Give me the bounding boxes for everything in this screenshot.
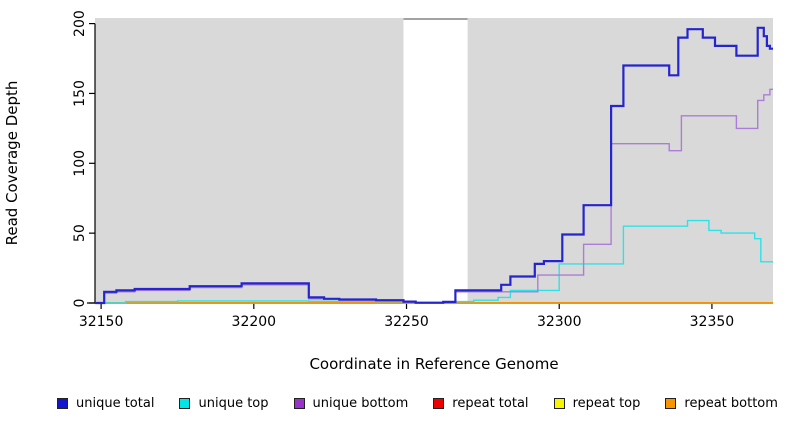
legend-label: unique total bbox=[76, 396, 155, 411]
legend-label: repeat total bbox=[452, 396, 529, 411]
y-axis-label: Read Coverage Depth bbox=[3, 81, 21, 246]
x-tick-label: 32200 bbox=[232, 314, 277, 330]
legend-item-repeat-bottom: repeat bottom bbox=[665, 396, 778, 411]
plot-background bbox=[95, 18, 773, 303]
y-tick-label: 150 bbox=[72, 80, 88, 107]
y-tick-label: 200 bbox=[72, 10, 88, 37]
x-tick-label: 32150 bbox=[79, 314, 124, 330]
legend-label: repeat bottom bbox=[684, 396, 778, 411]
tick-labels: 32150 32200 32250 32300 32350 0 50 100 150 200 bbox=[72, 10, 734, 330]
legend-item-repeat-top: repeat top bbox=[553, 396, 641, 411]
legend-swatch-unique-bottom-icon bbox=[293, 398, 305, 409]
y-tick-label: 50 bbox=[72, 224, 88, 242]
legend-label: unique top bbox=[198, 396, 269, 411]
x-tick-label: 32350 bbox=[690, 314, 735, 330]
legend-item-repeat-total: repeat total bbox=[433, 396, 529, 411]
x-tick-label: 32300 bbox=[537, 314, 582, 330]
legend: unique total unique top unique bottom repea… bbox=[57, 396, 778, 411]
series-line-unique-top bbox=[95, 219, 773, 304]
masked-region bbox=[403, 18, 468, 303]
legend-label: repeat top bbox=[572, 396, 641, 411]
y-tick-label: 100 bbox=[72, 150, 88, 177]
legend-item-unique-top: unique top bbox=[179, 396, 269, 411]
legend-swatch-repeat-top-icon bbox=[553, 398, 565, 409]
legend-item-unique-bottom: unique bottom bbox=[293, 396, 409, 411]
legend-swatch-repeat-total-icon bbox=[433, 398, 445, 409]
x-axis-label: Coordinate in Reference Genome bbox=[309, 355, 558, 373]
legend-swatch-unique-top-icon bbox=[179, 398, 191, 409]
series-line-unique-total bbox=[95, 26, 773, 305]
legend-item-unique-total: unique total bbox=[57, 396, 154, 411]
legend-swatch-repeat-bottom-icon bbox=[665, 398, 677, 409]
y-tick-label: 0 bbox=[72, 299, 88, 308]
legend-swatch-unique-total-icon bbox=[57, 398, 68, 409]
data-series bbox=[95, 26, 773, 305]
legend-label: unique bottom bbox=[312, 396, 409, 411]
x-tick-label: 32250 bbox=[384, 314, 429, 330]
